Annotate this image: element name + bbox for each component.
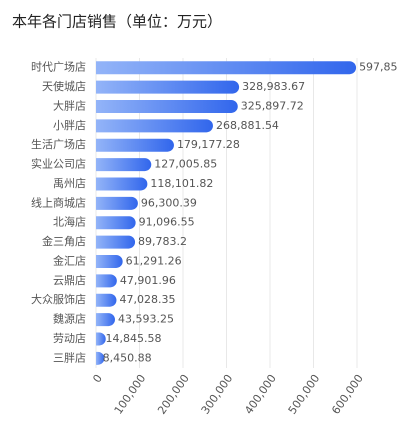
x-tick-label: 100,000 [112, 372, 149, 417]
y-tick-label: 大众服饰店 [31, 292, 86, 306]
y-tick-label: 金汇店 [53, 253, 86, 267]
y-tick-label: 线上商城店 [31, 195, 86, 209]
y-tick-label: 魏源店 [53, 312, 86, 326]
x-tick-label: 0 [90, 372, 105, 385]
y-tick-label: 北海店 [53, 215, 86, 229]
value-label: 328,983.67 [242, 80, 305, 93]
y-tick-label: 小胖店 [53, 118, 86, 132]
value-label: 96,300.39 [141, 196, 197, 209]
value-label: 61,291.26 [126, 254, 182, 267]
y-tick-label: 时代广场店 [31, 60, 86, 74]
y-tick-label: 劳动店 [53, 331, 86, 345]
value-label: 43,593.25 [118, 313, 174, 326]
value-label: 325,897.72 [241, 99, 304, 112]
bar [96, 177, 148, 191]
x-tick-label: 300,000 [199, 372, 236, 417]
x-tick-label: 500,000 [286, 372, 323, 417]
value-label: 89,783.2 [138, 235, 187, 248]
y-tick-label: 云鼎店 [53, 273, 86, 287]
value-label: 14,845.58 [105, 332, 161, 345]
bar [96, 254, 123, 268]
bar [96, 293, 117, 307]
bar [96, 332, 106, 346]
value-label: 597,85 [359, 61, 398, 74]
bar [96, 235, 136, 249]
value-label: 179,177.28 [177, 138, 240, 151]
bar [96, 61, 357, 75]
y-tick-label: 实业公司店 [31, 157, 86, 171]
bar [96, 80, 240, 94]
bar [96, 274, 117, 288]
y-tick-label: 天使城店 [42, 79, 86, 93]
bar [96, 351, 105, 365]
y-tick-label: 生活广场店 [31, 137, 86, 151]
value-label: 268,881.54 [216, 119, 279, 132]
bar [96, 119, 213, 133]
y-tick-label: 禹州店 [53, 176, 86, 190]
value-label: 47,901.96 [120, 274, 176, 287]
value-label: 47,028.35 [119, 293, 175, 306]
value-label: 118,101.82 [150, 177, 213, 190]
x-tick-label: 200,000 [155, 372, 192, 417]
chart-title: 本年各门店销售（单位：万元） [12, 13, 222, 31]
bar [96, 99, 238, 113]
bar [96, 138, 174, 152]
value-label: 8,450.88 [103, 351, 152, 364]
y-tick-label: 大胖店 [53, 98, 86, 112]
bar [96, 216, 136, 230]
y-tick-label: 金三角店 [42, 234, 86, 248]
value-label: 127,005.85 [154, 158, 217, 171]
y-tick-label: 三胖店 [53, 350, 86, 364]
bar [96, 313, 115, 327]
x-tick-label: 400,000 [242, 372, 279, 417]
bar [96, 196, 138, 210]
x-tick-label: 600,000 [329, 372, 366, 417]
bar [96, 158, 152, 172]
value-label: 91,096.55 [139, 216, 195, 229]
